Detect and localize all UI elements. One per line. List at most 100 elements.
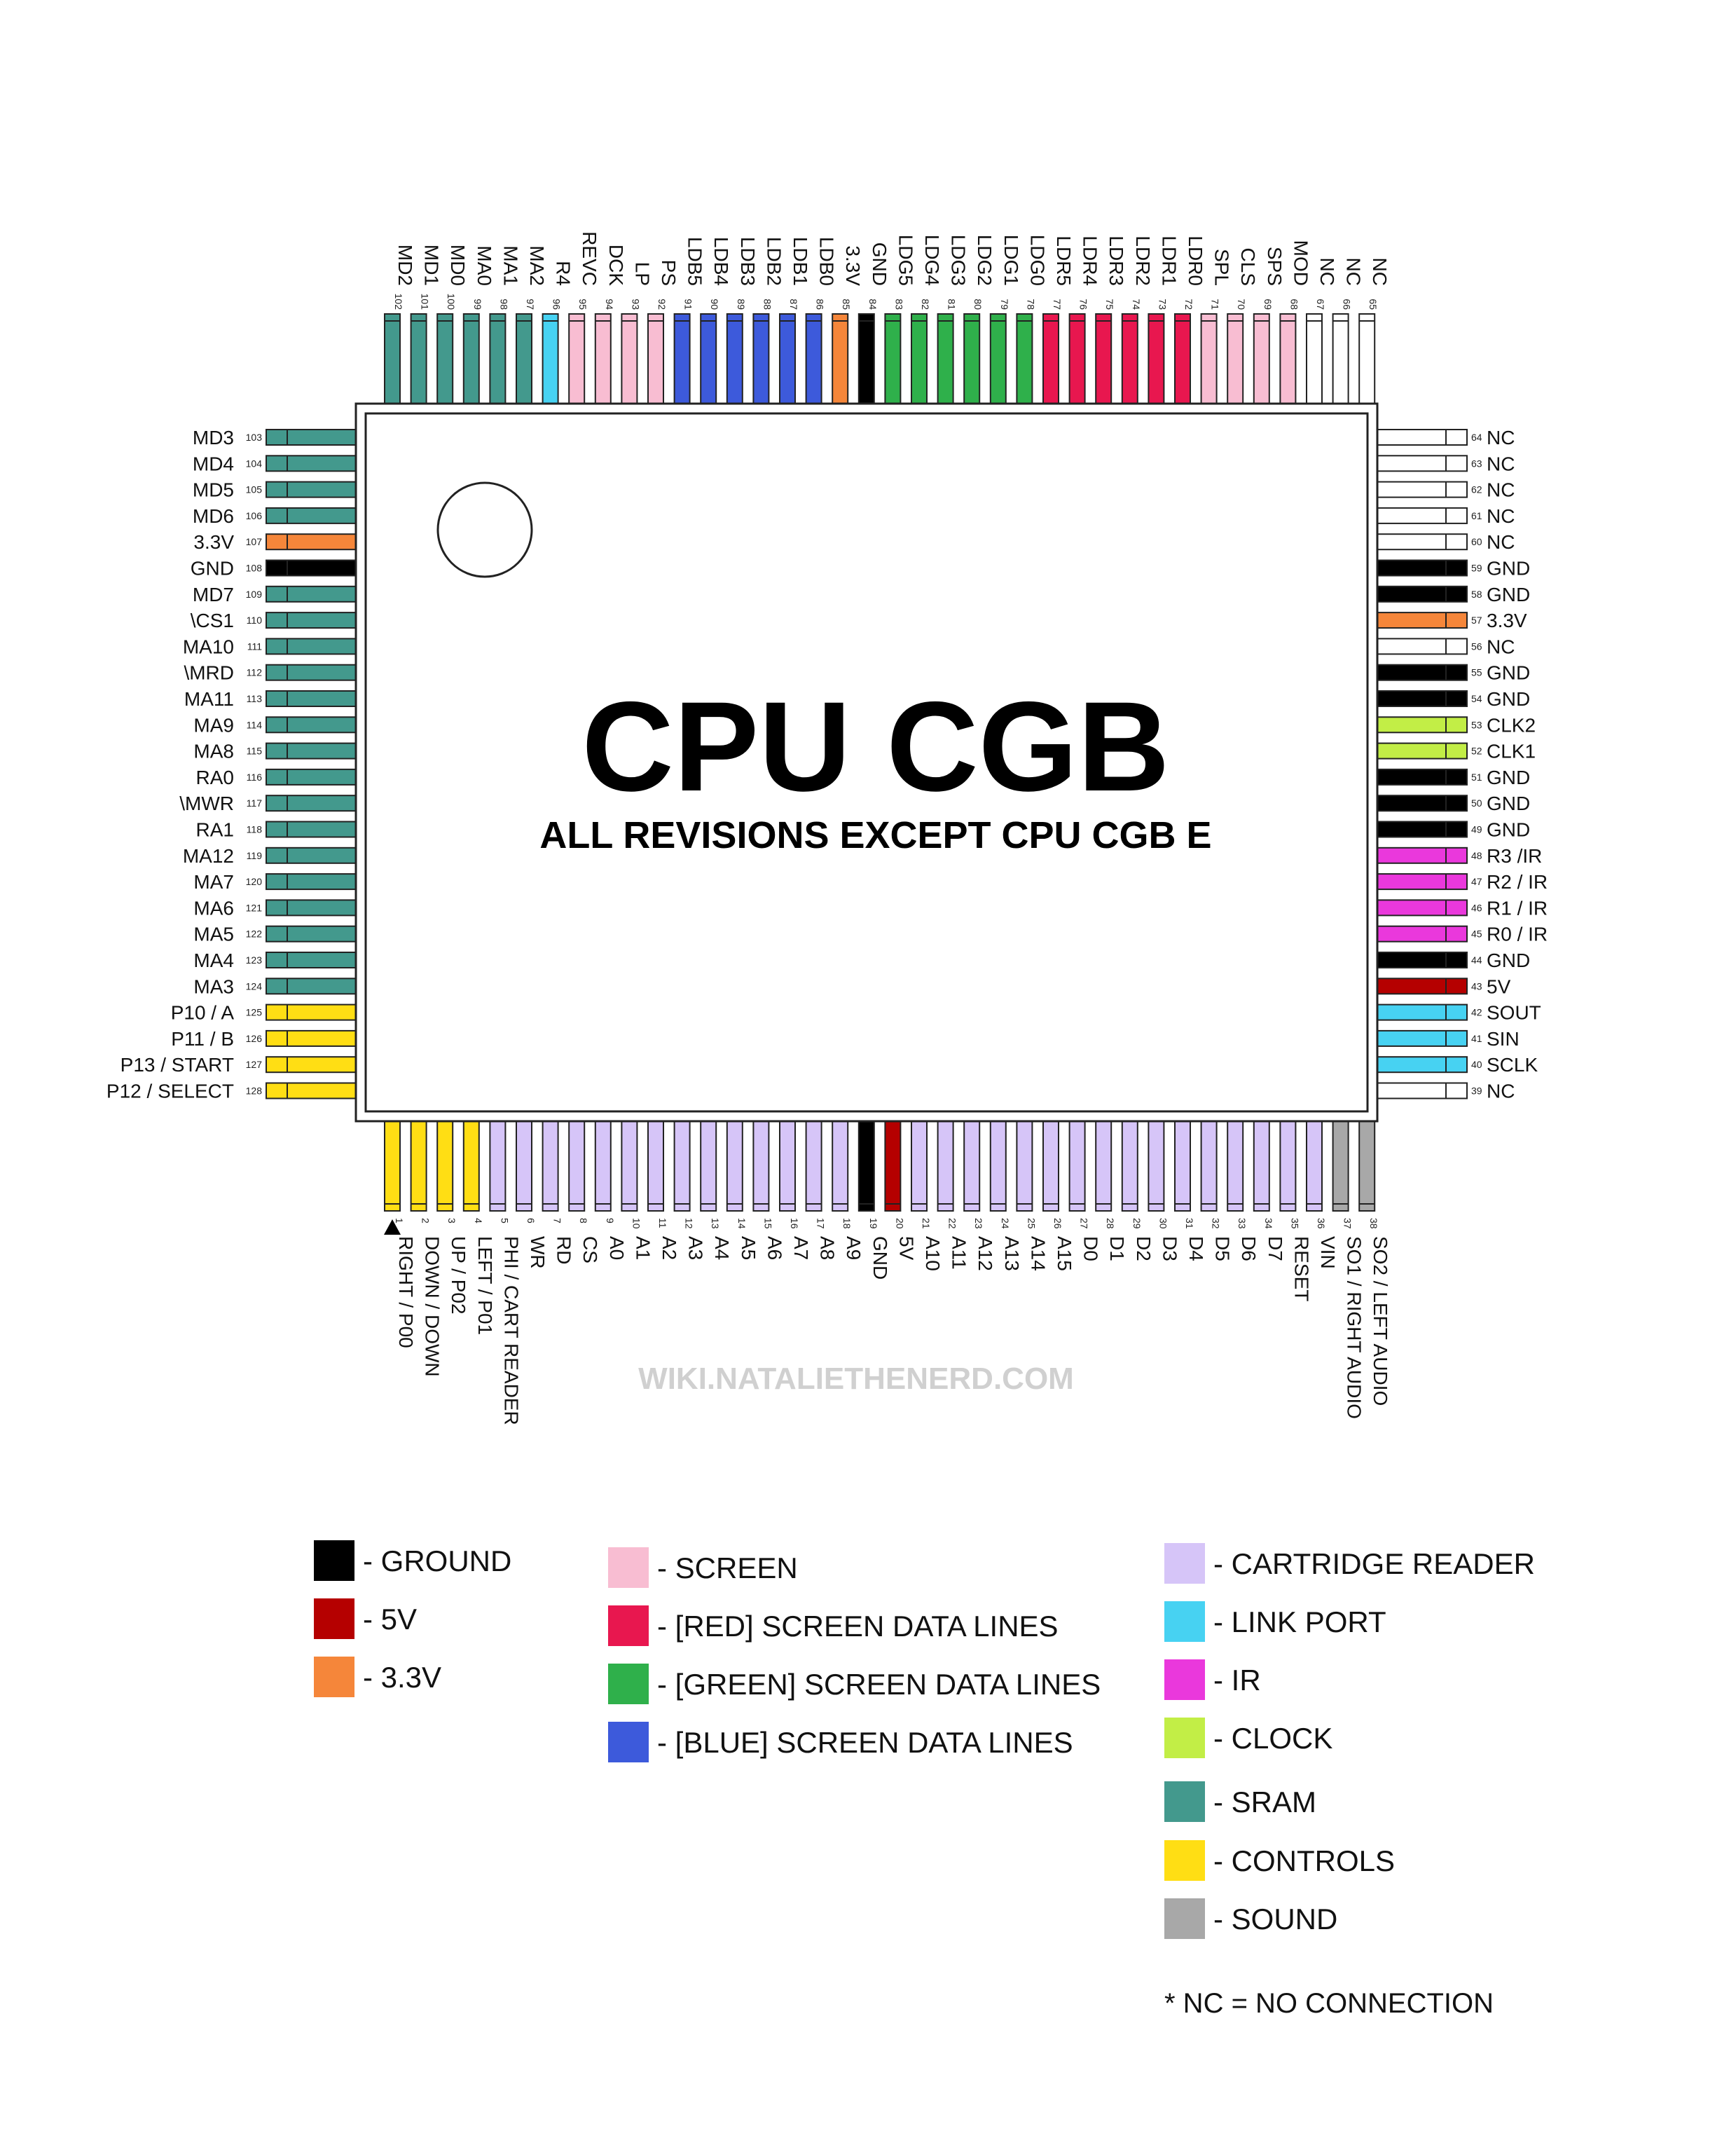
pin-121 [266, 899, 357, 917]
pin-113-label: MA11 [184, 688, 234, 710]
pin-117-label: \MWR [179, 793, 234, 814]
pin-26-number: 26 [1052, 1218, 1063, 1229]
pin-101-number: 101 [420, 294, 431, 310]
pin-34-label: D7 [1265, 1236, 1286, 1261]
pin-61-label: NC [1487, 505, 1515, 527]
pin-51-label: GND [1487, 767, 1530, 788]
pin-19-number: 19 [868, 1218, 879, 1229]
pin-112 [266, 664, 357, 681]
legend-clock-swatch [1164, 1718, 1205, 1758]
pin-48-label: R3 /IR [1487, 845, 1542, 867]
pin-55 [1377, 664, 1468, 681]
pin-86 [805, 313, 822, 404]
pin-94-label: DCK [605, 245, 627, 286]
pin-47 [1377, 873, 1468, 891]
pin-82-label: LDG4 [921, 235, 943, 286]
pin-43-number: 43 [1471, 980, 1482, 992]
pin-53 [1377, 716, 1468, 734]
pin-125-label: P10 / A [171, 1002, 235, 1024]
pin-45-number: 45 [1471, 928, 1482, 940]
pin-116-label: RA0 [196, 767, 234, 788]
pin-91-label: LDB5 [684, 237, 706, 286]
pin-2-label: DOWN / DOWN [422, 1236, 443, 1377]
pin-108-label: GND [191, 558, 234, 580]
pin-107-label: 3.3V [193, 531, 234, 553]
pin-127 [266, 1056, 357, 1074]
pin-46-label: R1 / IR [1487, 897, 1548, 919]
pin-14 [726, 1121, 743, 1212]
pin-32-number: 32 [1211, 1218, 1222, 1229]
legend-3-3v-label: - 3.3V [363, 1661, 441, 1694]
pin-91 [673, 313, 691, 404]
legend-cartridge-reader-label: - CARTRIDGE READER [1213, 1547, 1535, 1580]
pin-117 [266, 795, 357, 812]
pin-27-number: 27 [1079, 1218, 1090, 1229]
pin-70-label: CLS [1237, 248, 1259, 286]
pin-76-number: 76 [1078, 299, 1089, 310]
legend-controls-label: - CONTROLS [1213, 1844, 1395, 1877]
pin-9 [594, 1121, 612, 1212]
pin-20-label: 5V [895, 1236, 917, 1261]
pin-20-number: 20 [894, 1218, 905, 1229]
pin-122-label: MA5 [193, 924, 234, 945]
pin-4 [462, 1121, 480, 1212]
pin-17-number: 17 [815, 1218, 827, 1229]
pin-5-number: 5 [499, 1218, 510, 1224]
pin-67 [1306, 313, 1323, 404]
pin-85 [832, 313, 849, 404]
pin-116-number: 116 [247, 772, 263, 783]
pin-43 [1377, 978, 1468, 995]
pin-36-label: VIN [1317, 1236, 1339, 1269]
pin-72-number: 72 [1183, 299, 1194, 310]
pin-31 [1174, 1121, 1191, 1212]
pin-120-number: 120 [246, 876, 263, 887]
pin-6 [516, 1121, 532, 1212]
pin-66-number: 66 [1342, 299, 1353, 310]
pin-39 [1377, 1082, 1468, 1099]
pin-17-label: A8 [817, 1236, 839, 1260]
pin-111-number: 111 [247, 640, 262, 652]
pin-39-number: 39 [1471, 1085, 1482, 1097]
pin-100-number: 100 [446, 294, 457, 310]
pin-27 [1068, 1121, 1086, 1212]
pin-7-number: 7 [552, 1218, 563, 1224]
pin-128 [266, 1082, 357, 1099]
pin-104 [266, 455, 357, 472]
pin-72-label: LDR0 [1185, 235, 1206, 286]
pin-104-number: 104 [246, 458, 263, 469]
legend-sram-swatch [1164, 1781, 1205, 1822]
pin-117-number: 117 [247, 797, 263, 809]
pin-15-label: A6 [764, 1236, 785, 1260]
legend-controls-swatch [1164, 1840, 1205, 1881]
legend-sound-swatch [1164, 1898, 1205, 1939]
pin-71 [1200, 313, 1218, 404]
pin-43-label: 5V [1487, 975, 1511, 997]
pin-104-label: MD4 [193, 453, 234, 474]
pin-119 [266, 847, 357, 864]
chip-subtitle: ALL REVISIONS EXCEPT CPU CGB E [539, 814, 1211, 856]
pin-86-label: LDB0 [816, 237, 838, 286]
pin-41 [1377, 1029, 1468, 1047]
pin-25-label: A14 [1027, 1236, 1049, 1271]
pin-44-label: GND [1487, 950, 1530, 971]
pin-96-label: R4 [553, 261, 574, 286]
legend-green-screen-data-lines-label: - [GREEN] SCREEN DATA LINES [657, 1668, 1101, 1701]
pin-122 [266, 925, 357, 943]
pin-85-number: 85 [841, 299, 852, 310]
pin-48-number: 48 [1471, 850, 1482, 861]
pin-121-label: MA6 [193, 897, 234, 919]
pin-31-number: 31 [1184, 1218, 1195, 1229]
pin-49-label: GND [1487, 819, 1530, 841]
pin-40-label: SCLK [1487, 1054, 1538, 1076]
pin-112-number: 112 [247, 667, 263, 678]
pin-54-label: GND [1487, 688, 1530, 710]
pin-29-label: D2 [1133, 1236, 1155, 1261]
pin-28-number: 28 [1105, 1218, 1116, 1229]
pin-56-number: 56 [1471, 640, 1482, 652]
pin-11-label: A2 [659, 1236, 680, 1260]
pin-38 [1358, 1121, 1376, 1212]
legend-blue-screen-data-lines-swatch [608, 1722, 649, 1762]
pin-73-label: LDR1 [1158, 235, 1180, 286]
pin-62 [1377, 481, 1468, 498]
